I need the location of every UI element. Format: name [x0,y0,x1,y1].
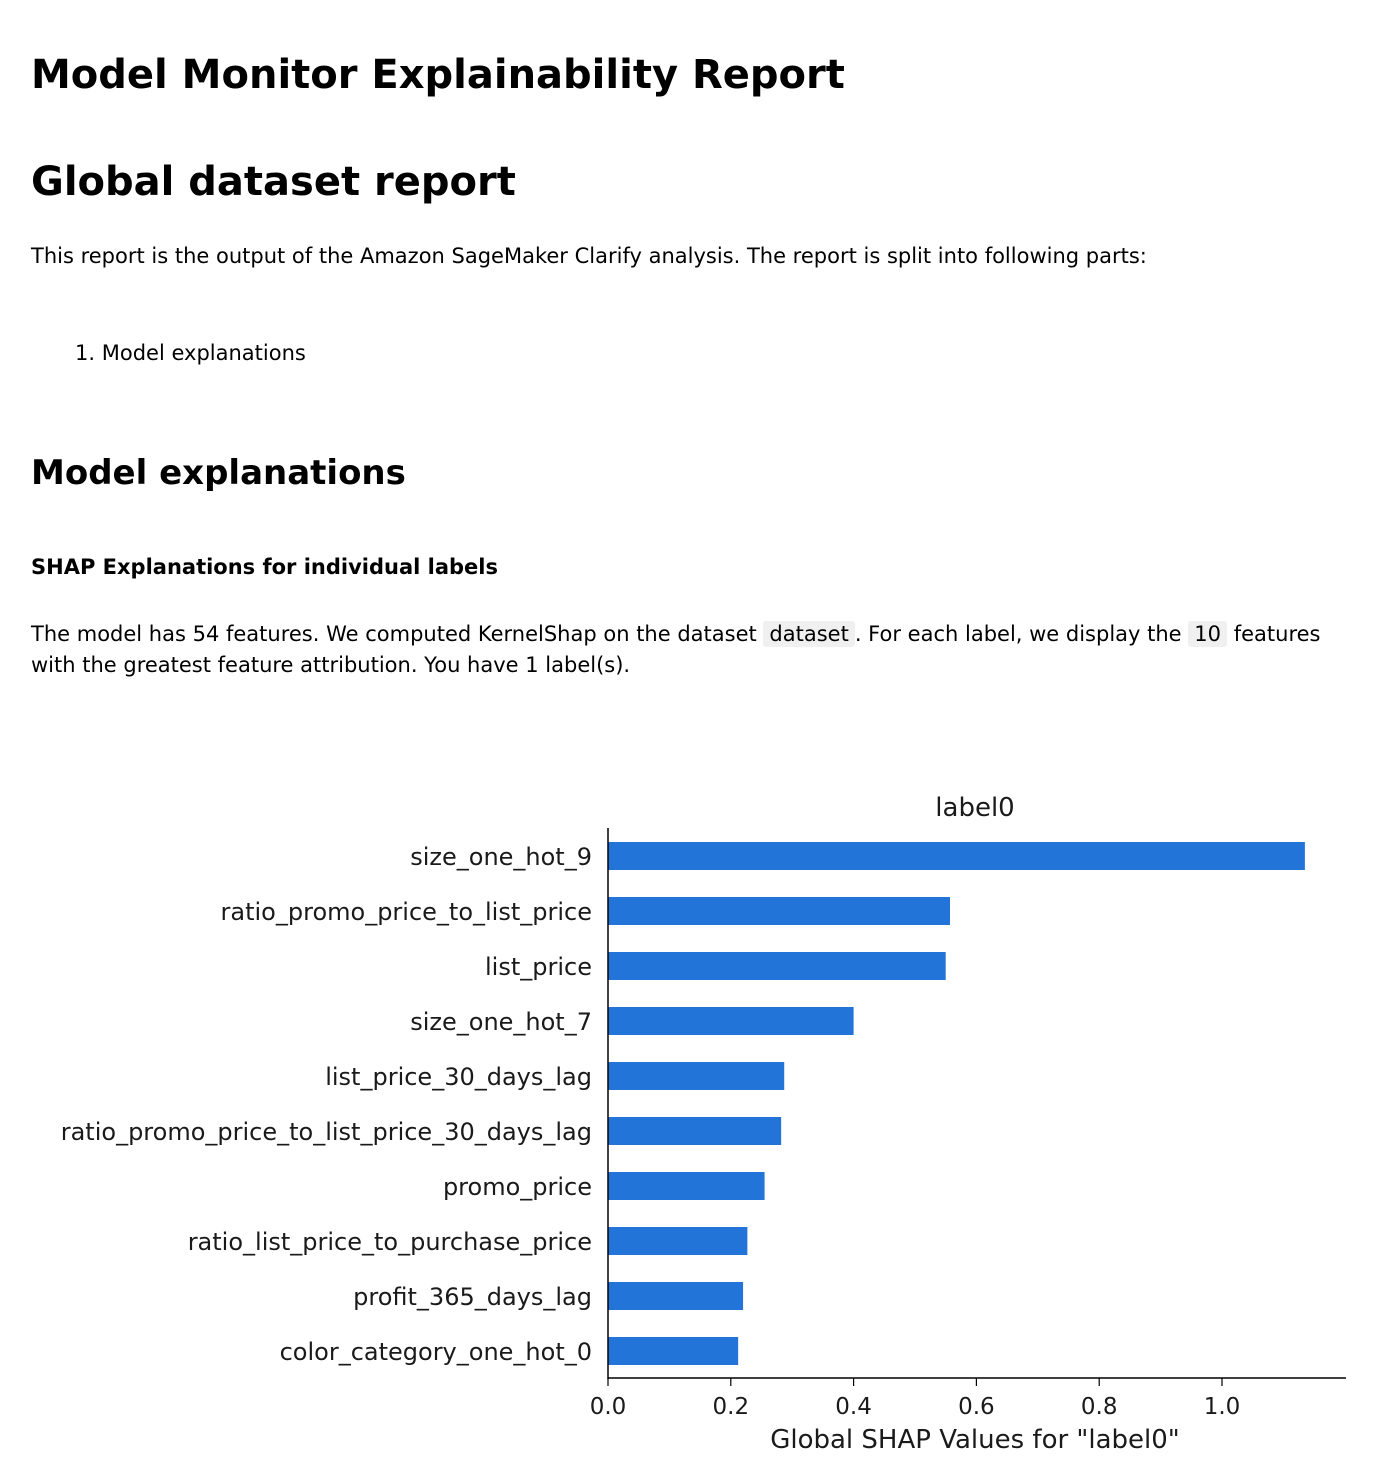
y-tick-label: color_category_one_hot_0 [280,1338,592,1366]
description-part-3: features with the greatest feature attri… [31,622,1321,677]
explanations-heading: Model explanations [31,453,406,493]
parts-list: 1. Model explanations [75,339,306,367]
bar-list_price_30_days_lag [608,1062,785,1090]
bar-size_one_hot_9 [608,842,1305,870]
y-tick-label: size_one_hot_7 [410,1008,592,1036]
bar-ratio_list_price_to_purchase_price [608,1227,748,1255]
bar-ratio_promo_price_to_list_price_30_days_lag [608,1117,782,1145]
count-code: 10 [1188,621,1228,647]
y-tick-label: ratio_promo_price_to_list_price [221,898,592,926]
y-tick-labels: size_one_hot_9 ratio_promo_price_to_list_… [61,843,592,1366]
report-title: Model Monitor Explainability Report [31,52,845,98]
y-tick-label: size_one_hot_9 [410,843,592,871]
bars-group [608,842,1305,1365]
x-axis-label: Global SHAP Values for "label0" [770,1425,1180,1455]
shap-bar-chart: label0 size_one_hot_9 ratio_promo_price_t… [61,793,1346,1455]
x-tick-label: 0.2 [713,1394,750,1420]
bar-color_category_one_hot_0 [608,1337,739,1365]
y-tick-label: list_price_30_days_lag [325,1063,592,1091]
description-part-2: . For each label, we display the [854,622,1182,646]
x-tick-label: 0.4 [835,1394,872,1420]
y-tick-label: ratio_list_price_to_purchase_price [188,1228,592,1256]
y-tick-label: ratio_promo_price_to_list_price_30_days_… [61,1118,592,1146]
x-tick-label: 0.0 [590,1394,627,1420]
x-tick-label: 1.0 [1204,1394,1241,1420]
description-text: The model has 54 features. We computed K… [31,619,1331,681]
shap-subheading: SHAP Explanations for individual labels [31,555,498,579]
global-heading: Global dataset report [31,159,516,205]
x-tick-label: 0.6 [958,1394,995,1420]
intro-text: This report is the output of the Amazon … [31,244,1147,268]
y-tick-label: promo_price [443,1173,592,1201]
chart-title: label0 [935,793,1014,823]
bar-list_price [608,952,946,980]
dataset-code: dataset [763,621,855,647]
bar-profit_365_days_lag [608,1282,744,1310]
description-part-1: The model has 54 features. We computed K… [31,622,757,646]
list-item-label: Model explanations [101,341,306,365]
y-tick-label: list_price [485,953,592,981]
y-tick-label: profit_365_days_lag [353,1283,592,1311]
bar-promo_price [608,1172,765,1200]
bar-ratio_promo_price_to_list_price [608,897,950,925]
bar-size_one_hot_7 [608,1007,854,1035]
x-tick-label: 0.8 [1081,1394,1118,1420]
list-item: 1. Model explanations [75,339,306,367]
list-item-number: 1. [75,341,96,365]
x-ticks-group: 0.0 0.2 0.4 0.6 0.8 1.0 [590,1378,1241,1420]
